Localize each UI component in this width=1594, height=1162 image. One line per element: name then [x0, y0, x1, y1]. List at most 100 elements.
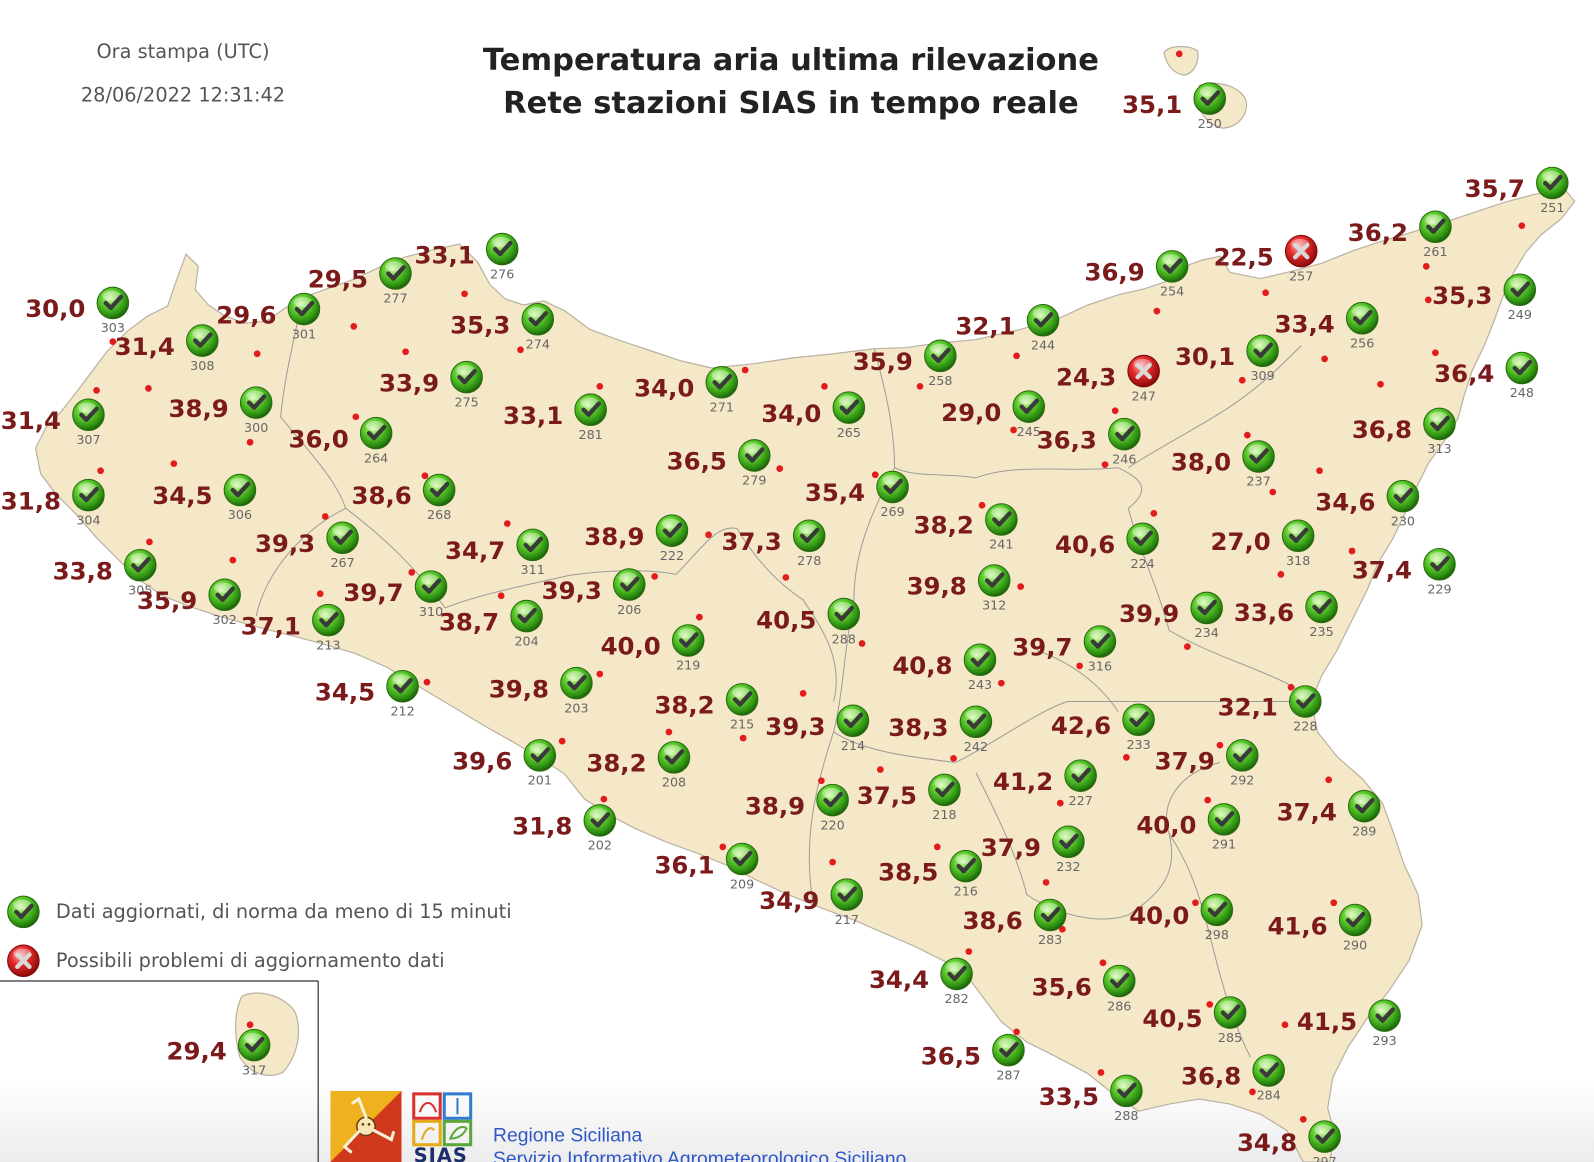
station-id: 288: [1114, 1107, 1139, 1124]
station-temperature: 36,8: [1351, 415, 1413, 445]
station-temperature: 38,6: [351, 481, 412, 511]
check-circle-icon: [207, 577, 242, 612]
check-circle-icon: [1155, 249, 1190, 284]
station-temperature: 36,5: [920, 1042, 981, 1071]
station-location-dot: [871, 471, 879, 479]
station-location-dot: [497, 592, 505, 600]
check-circle-icon: [523, 738, 558, 773]
check-circle-icon: [830, 877, 865, 912]
station-temperature: 35,6: [1031, 972, 1092, 1002]
station-id: 298: [1204, 926, 1229, 943]
station-temperature: 38,5: [878, 858, 939, 887]
check-circle-icon: [1225, 738, 1260, 773]
station-location-dot: [829, 858, 836, 866]
province-border: [955, 700, 1312, 763]
station-dots: [93, 50, 1526, 1123]
station-id: 307: [76, 431, 101, 448]
footer-service-name: Servizio Informativo Agrometeorologico S…: [493, 1148, 907, 1162]
station-temperature: 37,4: [1276, 798, 1337, 827]
station-id: 243: [967, 676, 993, 693]
station-id: 244: [1030, 337, 1056, 353]
station-temperature: 29,4: [166, 1036, 227, 1066]
station-id: 254: [1159, 283, 1185, 299]
station-id: 206: [617, 601, 642, 617]
station-location-dot: [1042, 879, 1050, 886]
check-circle-icon: [287, 292, 322, 327]
station-location-dot: [1013, 352, 1020, 360]
station-location-dot: [503, 520, 511, 527]
station-id: 268: [427, 507, 452, 523]
check-circle-icon: [223, 473, 258, 508]
station-id: 202: [587, 837, 612, 853]
station-temperature: 37,3: [721, 527, 782, 557]
check-circle-icon: [725, 842, 760, 877]
station-temperature: 35,3: [1432, 281, 1493, 311]
check-circle-icon: [1125, 522, 1160, 557]
station-temperature: 33,5: [1038, 1082, 1099, 1112]
station-location-dot: [246, 438, 254, 446]
province-border: [1036, 650, 1119, 712]
station-location-dot: [352, 413, 360, 421]
check-circle-icon: [385, 669, 420, 704]
station-id: 265: [836, 424, 861, 440]
pantelleria-inset-frame: [0, 980, 319, 1162]
check-circle-icon: [939, 957, 974, 992]
station-id: 311: [520, 561, 545, 578]
station-location-dot: [916, 382, 924, 390]
station-id: 257: [1289, 268, 1314, 284]
station-id: 291: [1211, 836, 1237, 852]
station-temperature: 36,8: [1181, 1062, 1242, 1091]
station-temperature: 40,6: [1054, 530, 1116, 560]
station-location-dot: [1321, 355, 1328, 363]
check-circle-icon: [311, 603, 346, 638]
province-border: [1128, 345, 1302, 469]
station-location-dot: [741, 366, 749, 374]
station-location-dot: [1243, 431, 1251, 439]
check-circle-icon: [977, 563, 1012, 598]
check-circle-icon: [509, 599, 544, 634]
station-location-dot: [1013, 1028, 1020, 1036]
station-location-dot: [1216, 741, 1224, 749]
station-temperature: 41,6: [1267, 911, 1328, 941]
legend-label-problem: Possibili problemi di aggiornamento dati: [55, 949, 445, 972]
station-temperature: 41,5: [1296, 1007, 1358, 1036]
station-location-dot: [1017, 583, 1025, 590]
station-location-dot: [1330, 899, 1338, 907]
station-location-dot: [651, 573, 659, 580]
station-id: 247: [1131, 388, 1156, 404]
station-temperature: 24,3: [1056, 362, 1117, 392]
station-location-dot: [229, 556, 237, 564]
station-id: 276: [490, 266, 515, 282]
station-temperature: 36,0: [288, 424, 349, 454]
station-temperature: 36,9: [1084, 258, 1145, 287]
station-id: 213: [316, 637, 341, 653]
station-id: 220: [820, 817, 845, 833]
station-temperature: 37,4: [1351, 556, 1413, 585]
station-location-dot: [978, 501, 986, 509]
station-temperature: 31,4: [0, 406, 61, 436]
station-temperature: 38,9: [584, 522, 645, 552]
station-location-dot: [1204, 796, 1212, 804]
station-location-dot: [739, 734, 747, 742]
station-location-dot: [596, 670, 604, 678]
station-location-dot: [1518, 222, 1526, 230]
station-id: 235: [1309, 623, 1334, 640]
station-temperature: 40,8: [892, 651, 953, 681]
station-location-dot: [461, 290, 468, 298]
station-id: 204: [514, 633, 539, 649]
check-circle-icon: [583, 803, 618, 838]
province-border: [975, 761, 1221, 920]
check-circle-icon: [573, 392, 608, 427]
check-circle-icon: [1422, 407, 1457, 442]
check-circle-icon: [1367, 998, 1402, 1033]
check-circle-icon: [71, 397, 106, 432]
station-temperature: 35,3: [450, 311, 511, 340]
check-circle-icon: [1107, 417, 1142, 452]
station-id: 209: [729, 876, 755, 892]
error-circle-icon: [1284, 234, 1319, 269]
station-location-dot: [423, 678, 431, 686]
station-temperature: 38,9: [168, 394, 229, 423]
station-id: 245: [1016, 423, 1041, 439]
